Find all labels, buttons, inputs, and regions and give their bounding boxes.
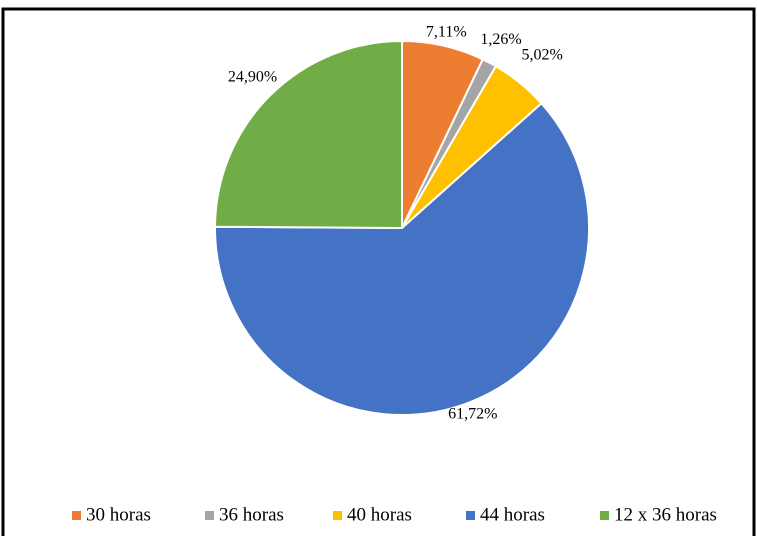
data-label: 24,90%	[228, 68, 277, 85]
legend-marker	[466, 511, 475, 520]
legend-label: 36 horas	[219, 504, 284, 525]
legend-marker	[72, 511, 81, 520]
data-label: 1,26%	[480, 31, 521, 48]
legend-label: 44 horas	[480, 504, 545, 525]
legend-label: 30 horas	[86, 504, 151, 525]
data-label: 5,02%	[522, 47, 563, 64]
legend-marker	[333, 511, 342, 520]
pie-slice	[213, 39, 403, 230]
data-label: 7,11%	[426, 24, 467, 41]
pie-slice	[214, 101, 590, 416]
data-label: 61,72%	[448, 406, 497, 423]
legend-marker	[205, 511, 214, 520]
legend-label: 40 horas	[347, 504, 412, 525]
chart-frame	[1, 7, 756, 536]
legend-label: 12 x 36 horas	[614, 504, 717, 525]
legend-marker	[600, 511, 609, 520]
